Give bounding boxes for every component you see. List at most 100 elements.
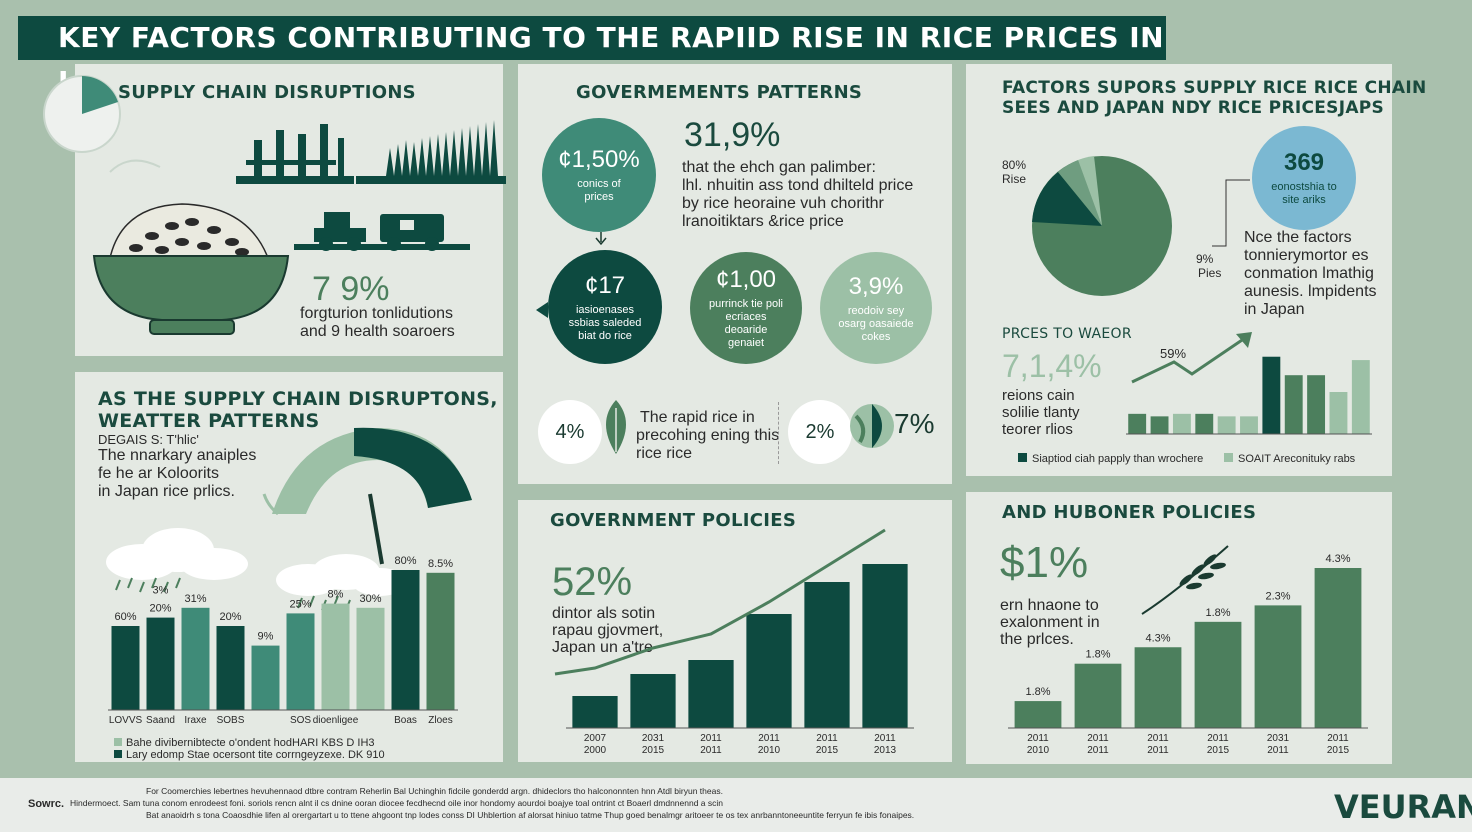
patterns-pill-1: 4% bbox=[538, 400, 602, 464]
tick-label: Boas bbox=[394, 715, 417, 726]
bar bbox=[1262, 356, 1281, 434]
tick-label: Zloes bbox=[428, 715, 452, 726]
footer bbox=[0, 778, 1472, 832]
footer-line-2: Hindermoect. Sam tuna conom enrodeest fo… bbox=[70, 798, 723, 808]
bar bbox=[1240, 416, 1258, 434]
policies-text-2: rapau gjovmert, bbox=[552, 622, 664, 639]
factors-text-1: Nce the factors bbox=[1244, 229, 1352, 246]
prices-arrow-label: 59% bbox=[1160, 346, 1187, 361]
bar bbox=[1217, 416, 1236, 434]
bar bbox=[688, 660, 734, 728]
bar bbox=[426, 572, 455, 710]
prices-title: PRCES TO WAEOR bbox=[1002, 326, 1132, 342]
factors-pie-chart bbox=[1032, 156, 1172, 296]
patterns-text-4: lranoitiktars &rice price bbox=[682, 213, 844, 230]
supply-title: SUPPLY CHAIN DISRUPTIONS bbox=[118, 82, 416, 103]
weather-title-1: AS THE SUPPLY CHAIN DISRUPTONS, bbox=[98, 388, 498, 410]
rice-bowl-icon bbox=[92, 203, 290, 335]
factors-leader-line bbox=[1212, 179, 1250, 247]
data-label: 80% bbox=[394, 555, 416, 567]
factors-title-1: FACTORS SUPORS SUPPLY RICE RICE CHAIN bbox=[1002, 78, 1427, 98]
weather-legend-marker-2 bbox=[114, 750, 122, 758]
patterns-pill-2: 2% bbox=[788, 400, 852, 464]
tick-label: 2031 bbox=[642, 733, 665, 744]
prices-legend-marker-2 bbox=[1224, 453, 1233, 462]
patterns-text-2: lhl. nhuitin ass tond dhilteld price bbox=[682, 177, 914, 194]
tick-label: 2011 bbox=[1267, 745, 1289, 756]
footer-source-label: Sowrc. bbox=[28, 798, 65, 810]
tick-label: 2011 bbox=[1327, 733, 1349, 744]
factors-bubble-label: eonostshia to site ariks bbox=[1271, 181, 1337, 206]
patterns-text-1: that the ehch gan palimber: bbox=[682, 159, 876, 176]
trend-line bbox=[554, 528, 886, 676]
bar bbox=[1194, 621, 1242, 728]
tick-label: 2031 bbox=[1267, 733, 1290, 744]
policies-stat: 52% bbox=[552, 560, 633, 604]
globe-leaf-icon bbox=[850, 404, 894, 448]
rice-field-icon bbox=[356, 120, 506, 184]
tick-label: 2013 bbox=[874, 745, 897, 756]
patterns-text-3: by rice heoraine vuh chorithr bbox=[682, 195, 884, 212]
supply-note-2: and 9 health soaroers bbox=[300, 323, 455, 340]
bar bbox=[1128, 413, 1147, 434]
data-label: 25% bbox=[289, 598, 311, 610]
tick-label: 2011 bbox=[758, 733, 780, 744]
tick-label: 2010 bbox=[758, 745, 781, 756]
patterns-circle-4: 3,9% reodoiv sey osarg oasaiede cokes bbox=[820, 252, 932, 364]
tick-label: 2011 bbox=[1027, 733, 1049, 744]
weather-text-1: The nnarkary anaiples bbox=[98, 447, 257, 464]
bar bbox=[251, 645, 280, 710]
tick-label: 2011 bbox=[1207, 733, 1229, 744]
patterns-circle-1: ¢1,50% conics of prices bbox=[542, 118, 656, 232]
factors-text-5: in Japan bbox=[1244, 301, 1305, 318]
tick-label: 2015 bbox=[642, 745, 665, 756]
tick-label: 2011 bbox=[874, 733, 896, 744]
policies-bar-chart: 2007200020312015201120112011201020112015… bbox=[554, 528, 914, 756]
tick-label: SOS bbox=[290, 715, 311, 726]
bar bbox=[630, 674, 676, 728]
patterns-c3-label: purrinck tie poli ecriaces deoaride gena… bbox=[709, 298, 783, 349]
bar bbox=[1150, 416, 1169, 434]
pie-label-4: Pies bbox=[1198, 266, 1222, 280]
other-policies-text-1: ern hnaone to bbox=[1000, 597, 1099, 614]
patterns-c1-label: conics of prices bbox=[577, 178, 621, 203]
tick-label: 2010 bbox=[1027, 745, 1050, 756]
rain-icon bbox=[115, 577, 351, 611]
data-label: 60% bbox=[114, 611, 136, 623]
bar bbox=[1134, 647, 1182, 728]
tick-label: dioenligee bbox=[313, 715, 359, 726]
bar bbox=[572, 696, 618, 728]
factors-text-2: tonnierymortor es bbox=[1244, 247, 1369, 264]
bar bbox=[286, 613, 315, 710]
tick-label: 2015 bbox=[1327, 745, 1350, 756]
policies-title: GOVERNMENT POLICIES bbox=[550, 510, 797, 531]
prices-bar-chart bbox=[1126, 356, 1372, 435]
pie-label-1: 80% bbox=[1002, 158, 1027, 172]
patterns-c2-value: ¢17 bbox=[584, 271, 626, 299]
data-label: 9% bbox=[258, 631, 274, 643]
prices-text-2: solilie tlanty bbox=[1002, 404, 1080, 421]
footer-line-1: For Coomerchies lebertnes hevuhennaod dt… bbox=[146, 786, 723, 796]
patterns-pointer bbox=[536, 302, 548, 318]
weather-legend-1: Bahe divibernibtecte o'ondent hodHARI KB… bbox=[126, 737, 375, 749]
pie-label-3: 9% bbox=[1196, 252, 1214, 266]
tick-label: Saand bbox=[146, 715, 175, 726]
patterns-c1-value: ¢1,50% bbox=[558, 146, 640, 173]
prices-text-1: reions cain bbox=[1002, 387, 1075, 404]
data-label: 8.5% bbox=[428, 558, 453, 570]
patterns-title: GOVERMEMENTS PATTERNS bbox=[576, 82, 863, 103]
supply-note-1: forgturion tonlidutions bbox=[300, 305, 453, 322]
weather-text-2: fe he ar Koloorits bbox=[98, 465, 219, 482]
weather-bar-chart: 60% LOVVS 20% 3% Saand 31% Iraxe 20% SOBS 9% 25% SO… bbox=[108, 555, 458, 726]
weather-text-3: in Japan rice prlics. bbox=[98, 483, 235, 500]
tick-label: 2000 bbox=[584, 745, 607, 756]
trend-arrow-icon bbox=[1131, 332, 1252, 384]
data-label: 20% bbox=[149, 603, 171, 615]
supply-stat: 7 9% bbox=[312, 270, 390, 308]
patterns-c2-label: iasioenases ssbias saleded biat do rice bbox=[568, 303, 642, 342]
bar bbox=[1351, 360, 1370, 434]
weather-legend-marker-1 bbox=[114, 738, 122, 746]
tick-label: 2015 bbox=[816, 745, 839, 756]
bar bbox=[1254, 605, 1302, 728]
weather-title-2: WEATTER PATTERNS bbox=[98, 410, 320, 432]
